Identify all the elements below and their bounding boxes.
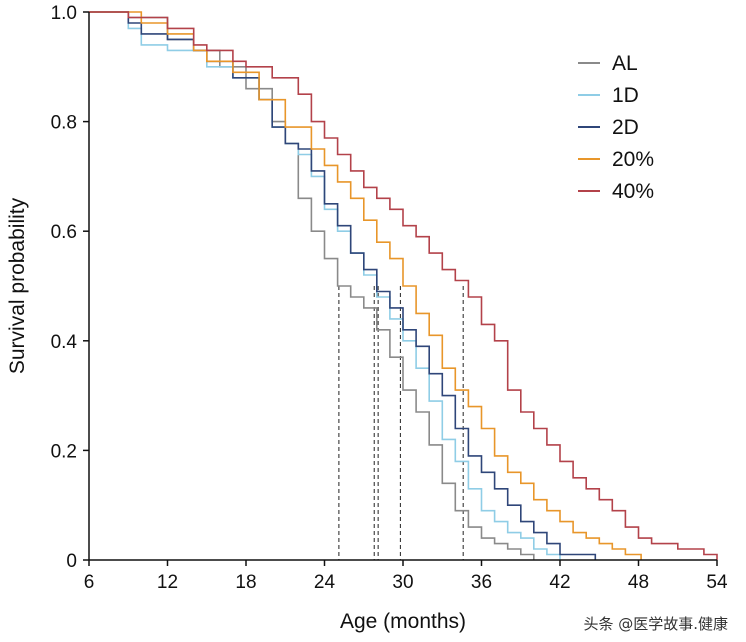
legend-label: 1D: [612, 84, 639, 107]
y-tick-label: 0.6: [51, 222, 77, 243]
legend: AL 1D 2D 20% 40%: [578, 52, 654, 203]
series-line-20pct: [89, 11, 642, 560]
legend-label: 40%: [612, 180, 654, 203]
x-tick-label: 30: [392, 572, 413, 593]
x-tick-label: 36: [471, 572, 492, 593]
x-tick-label: 48: [628, 572, 649, 593]
y-tick-label: 0.2: [51, 441, 77, 462]
x-tick-label: 6: [84, 572, 95, 593]
y-tick-label: 0: [66, 551, 77, 572]
x-tick-label: 12: [157, 572, 178, 593]
x-tick-label: 24: [314, 572, 336, 593]
x-tick-label: 18: [235, 572, 256, 593]
y-axis-title: Survival probability: [6, 197, 29, 374]
y-tick-label: 0.8: [51, 113, 77, 134]
legend-label: 2D: [612, 116, 639, 139]
y-tick-label: 1.0: [51, 3, 77, 24]
series-line-40pct: [89, 11, 718, 560]
x-tick-label: 42: [549, 572, 570, 593]
series-line-1d: [89, 11, 561, 560]
watermark: 头条 @医学故事.健康: [583, 615, 728, 633]
series-line-al: [89, 11, 535, 560]
x-axis-title: Age (months): [340, 610, 466, 633]
x-tick-label: 54: [706, 572, 728, 593]
legend-label: AL: [612, 52, 638, 75]
y-tick-label: 0.4: [51, 332, 78, 353]
legend-label: 20%: [612, 148, 654, 171]
